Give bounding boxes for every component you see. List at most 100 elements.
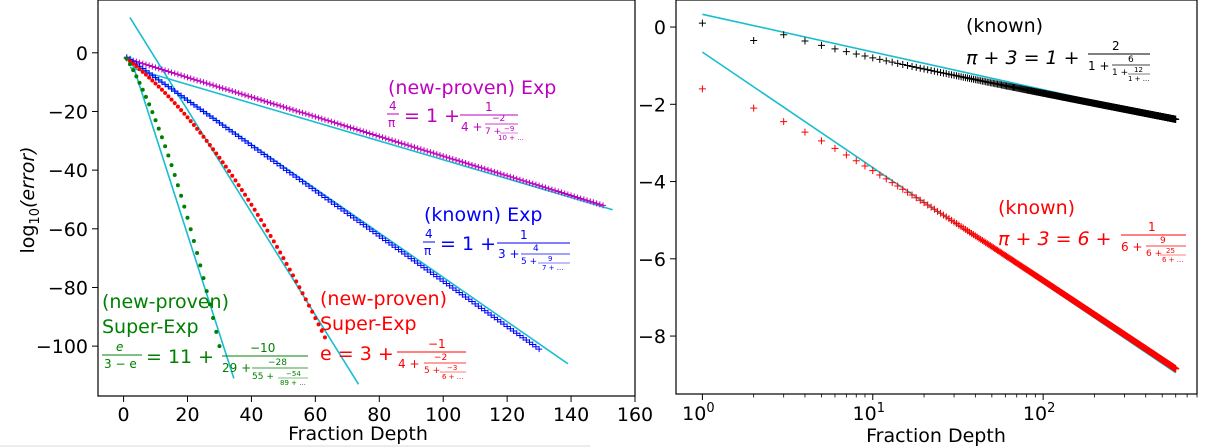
left-data-point (379, 235, 386, 242)
left-data-point (264, 98, 271, 105)
left-data-point (459, 291, 466, 298)
left-data-point (584, 197, 591, 204)
right-data-point (801, 128, 809, 136)
left-data-point (131, 68, 136, 73)
left-data-point (309, 185, 316, 192)
left-data-point (175, 104, 180, 109)
left-data-point (222, 86, 229, 93)
right-data-point (916, 64, 924, 72)
left-data-point (568, 192, 575, 199)
left-data-point (217, 344, 222, 349)
left-data-point (165, 68, 172, 75)
left-data-point (163, 144, 168, 149)
left-data-point (373, 230, 380, 237)
left-data-point (532, 181, 539, 188)
left-data-point (580, 196, 587, 203)
left-x-tick-label: 80 (367, 404, 391, 426)
annotation-magenta-b1: 4 + (461, 120, 483, 134)
left-y-tick-label: −80 (48, 277, 88, 299)
left-data-point (204, 289, 209, 294)
left-data-point (258, 149, 265, 156)
right-data-point (1172, 365, 1180, 373)
left-data-point (219, 122, 226, 129)
annotation-red-left-b2: 5 + (424, 366, 440, 376)
left-y-tick-label: 0 (76, 43, 88, 65)
left-data-point (214, 151, 219, 156)
left-data-point (321, 116, 328, 123)
left-data-point (316, 322, 321, 327)
left-data-point (251, 95, 258, 102)
annotation-red-left-a0: −1 (428, 337, 446, 351)
left-data-point (424, 148, 431, 155)
left-data-point (520, 334, 527, 341)
annotation-red-left-a2: −3 (447, 364, 457, 372)
left-data-point (462, 294, 469, 301)
left-data-point (289, 106, 296, 113)
left-data-point (395, 246, 402, 253)
left-data-point (334, 120, 341, 127)
left-data-point (286, 169, 293, 176)
annotation-magenta: (new-proven) Exp 4 π = 1 + 1 4 + −2 7 + … (387, 77, 556, 142)
left-data-point (328, 199, 335, 206)
annotation-green: (new-proven) Super-Exp e 3 − e = 11 + −1… (102, 291, 308, 387)
left-data-point (211, 147, 216, 152)
left-data-point (529, 180, 536, 187)
left-data-point (227, 169, 232, 174)
left-data-point (472, 300, 479, 307)
annotation-magenta-b3: 10 + ... (498, 134, 524, 142)
left-data-point (201, 276, 206, 281)
left-data-point (357, 219, 364, 226)
left-data-point (507, 173, 514, 180)
left-data-point (150, 78, 155, 83)
right-data-point (831, 144, 839, 152)
left-data-point (277, 162, 284, 169)
left-data-point (182, 204, 187, 209)
left-data-point (424, 266, 431, 273)
left-data-point (195, 251, 200, 256)
left-data-point (248, 142, 255, 149)
left-data-point (198, 263, 203, 268)
left-data-point (500, 321, 507, 328)
left-data-point (363, 223, 370, 230)
left-data-point (337, 205, 344, 212)
annotation-red-left: (new-proven) Super-Exp e = 3 + −1 4 + −2… (320, 288, 466, 381)
left-data-point (181, 73, 188, 80)
left-data-point (165, 83, 172, 90)
annotation-green-eq: = 11 + (146, 346, 214, 368)
right-series-markers (698, 19, 1180, 373)
left-data-point (385, 136, 392, 143)
left-data-point (587, 198, 594, 205)
left-data-point (542, 184, 549, 191)
left-data-point (437, 275, 444, 282)
left-data-point (159, 135, 164, 140)
left-data-point (287, 267, 292, 272)
left-data-point (236, 183, 241, 188)
annotation-magenta-title: (new-proven) Exp (388, 77, 556, 99)
left-data-point (259, 218, 264, 223)
left-y-tick-label: −40 (48, 160, 88, 182)
right-data-point (904, 62, 912, 70)
left-data-point (564, 191, 571, 198)
annotation-red-left-a1: −2 (434, 353, 447, 363)
left-data-point (430, 150, 437, 157)
right-data-point (894, 59, 902, 67)
left-data-point (187, 75, 194, 82)
right-y-tick-label: −8 (638, 326, 666, 348)
left-data-point (446, 155, 453, 162)
left-data-point (379, 134, 386, 141)
left-data-point (254, 96, 261, 103)
left-data-point (194, 77, 201, 84)
left-data-point (229, 128, 236, 135)
left-data-point (191, 122, 196, 127)
left-data-point (347, 212, 354, 219)
left-data-point (197, 106, 204, 113)
left-data-point (171, 88, 178, 95)
left-data-point (357, 127, 364, 134)
left-x-tick-label: 60 (303, 404, 327, 426)
left-data-point (453, 157, 459, 164)
left-data-point (312, 113, 319, 120)
annotation-black-b1: 1 + (1088, 59, 1110, 73)
left-data-point (539, 183, 546, 190)
left-data-point (156, 126, 161, 131)
annotation-red-right-a0: 1 (1148, 220, 1156, 234)
